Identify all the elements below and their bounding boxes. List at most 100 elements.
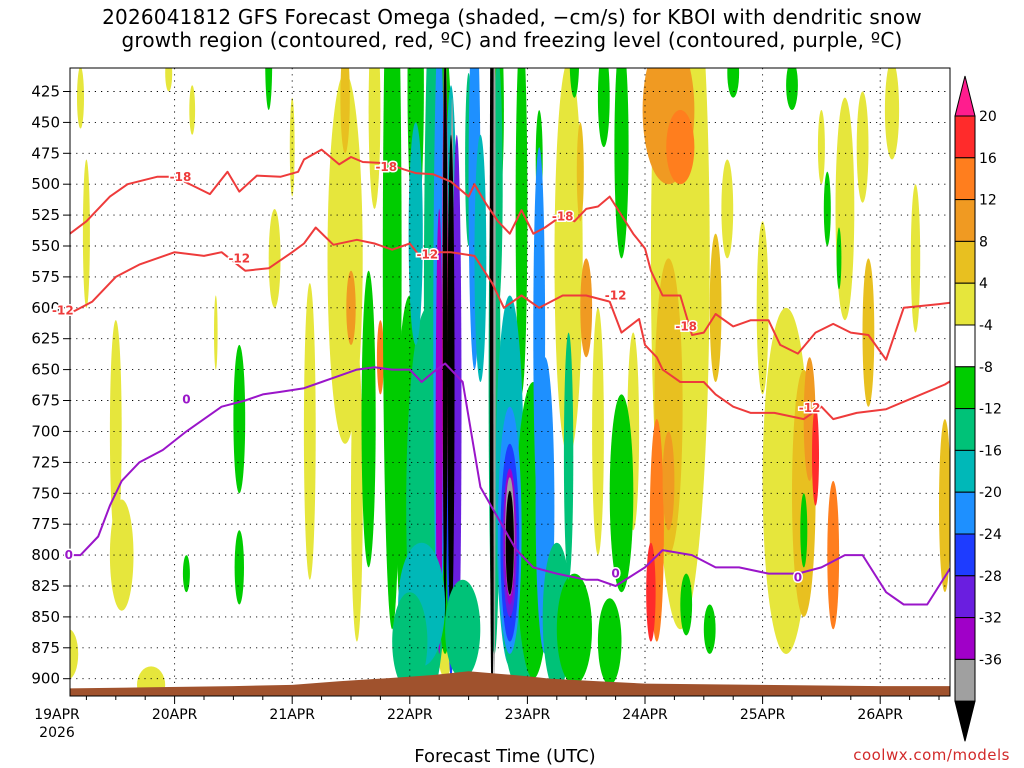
colorbar-label: -32 bbox=[979, 611, 1002, 627]
y-tick-label: 750 bbox=[31, 484, 60, 502]
colorbar-label: -8 bbox=[979, 360, 993, 376]
omega-cell bbox=[351, 345, 363, 642]
contours bbox=[70, 148, 950, 606]
colorbar-bin bbox=[954, 575, 976, 619]
omega-cell bbox=[303, 283, 316, 580]
y-tick-label: 875 bbox=[31, 639, 60, 657]
colorbar: 20 16 12 8 4 -4 -8 -12 -16 -20 -24 -28 -32 -36 bbox=[954, 75, 1002, 742]
x-tick-label: 20APR bbox=[152, 707, 198, 723]
colorbar-bin bbox=[954, 700, 976, 742]
red-contour-label: -18 bbox=[675, 319, 697, 333]
freezing_level_0C bbox=[70, 362, 950, 606]
omega-cell bbox=[597, 68, 610, 148]
omega-cell bbox=[666, 110, 695, 185]
omega-cell bbox=[910, 184, 921, 333]
y-tick-label: 625 bbox=[31, 330, 60, 348]
y-tick-label: 650 bbox=[31, 361, 60, 379]
colorbar-bin bbox=[954, 199, 976, 242]
colorbar-bin bbox=[954, 240, 976, 284]
omega-cell bbox=[189, 85, 196, 135]
omega-cell bbox=[515, 68, 528, 395]
colorbar-label: 4 bbox=[979, 276, 988, 292]
purple-contour-label: 0 bbox=[611, 567, 619, 581]
x-axis: 19APR 20APR 21APR 22APR 23APR 24APR 25APR 26APR… bbox=[34, 696, 940, 741]
omega-cell bbox=[680, 573, 693, 636]
omega-cell bbox=[234, 530, 244, 605]
purple-contour-label: 0 bbox=[65, 548, 73, 562]
omega-cell bbox=[662, 431, 675, 531]
omega-cell bbox=[265, 68, 273, 110]
red-contour-label: -12 bbox=[605, 289, 627, 303]
colorbar-bin bbox=[954, 491, 976, 535]
omega-cell bbox=[563, 332, 574, 580]
colorbar-bin bbox=[954, 408, 976, 451]
y-tick-label: 550 bbox=[31, 237, 60, 255]
colorbar-bin bbox=[954, 449, 976, 493]
y-tick-label: 725 bbox=[31, 453, 60, 471]
y-tick-label: 450 bbox=[31, 113, 60, 131]
colorbar-label: -36 bbox=[979, 652, 1002, 668]
omega-cell bbox=[109, 499, 134, 611]
omega-cell bbox=[862, 258, 875, 407]
red-contour-label: -12 bbox=[417, 248, 439, 262]
omega-cell bbox=[182, 555, 190, 593]
colorbar-bin bbox=[954, 366, 976, 410]
omega-cell bbox=[817, 110, 825, 185]
omega-cell bbox=[884, 68, 900, 160]
omega-cell bbox=[392, 592, 428, 691]
omega-cell bbox=[939, 419, 950, 593]
y-axis: 425 450 475 500 525 550 575 600 625 650 675 700 725 7… bbox=[31, 83, 70, 688]
colorbar-label: -20 bbox=[979, 485, 1002, 501]
omega-cell bbox=[214, 295, 218, 370]
omega-cell bbox=[800, 493, 808, 568]
omega-shading bbox=[70, 68, 950, 696]
colorbar-label: 16 bbox=[979, 151, 997, 167]
colorbar-label: 12 bbox=[979, 193, 997, 209]
contour-labels: -18 -18 -18 -18 -12 -12 -12 -12 -12 0 0 0 0 bbox=[51, 158, 822, 585]
x-tick-label: 22APR bbox=[387, 707, 433, 723]
omega-cell bbox=[137, 666, 166, 696]
omega-cell bbox=[856, 91, 869, 203]
x-axis-label: Forecast Time (UTC) bbox=[414, 746, 596, 767]
x-tick-label: 19APR bbox=[34, 707, 80, 723]
minus12_contour bbox=[70, 226, 950, 421]
x-tick-label: 25APR bbox=[740, 707, 786, 723]
colorbar-label: 20 bbox=[979, 109, 997, 125]
y-tick-label: 775 bbox=[31, 515, 60, 533]
omega-cell bbox=[614, 68, 629, 259]
colorbar-bin bbox=[954, 617, 976, 660]
omega-cell bbox=[580, 258, 593, 358]
omega-cell bbox=[823, 171, 831, 246]
red-contour-label: -18 bbox=[552, 209, 574, 223]
colorbar-bin bbox=[954, 282, 976, 326]
omega-cell bbox=[493, 68, 496, 679]
omega-cell bbox=[435, 208, 443, 654]
y-tick-label: 850 bbox=[31, 608, 60, 626]
omega-cell bbox=[721, 159, 734, 259]
omega-cell bbox=[703, 604, 716, 654]
omega-cell bbox=[70, 629, 79, 679]
omega-cell bbox=[727, 68, 740, 98]
y-tick-label: 575 bbox=[31, 268, 60, 286]
y-tick-label: 425 bbox=[31, 83, 60, 101]
omega-cell bbox=[340, 68, 350, 154]
x-tick-label: 26APR bbox=[857, 707, 903, 723]
omega-cell bbox=[268, 209, 281, 308]
omega-cell bbox=[327, 73, 363, 444]
omega-cell bbox=[447, 134, 455, 630]
colorbar-bin bbox=[954, 324, 976, 368]
omega-cell bbox=[576, 122, 584, 222]
colorbar-bin bbox=[954, 115, 976, 159]
colorbar-label: -12 bbox=[979, 402, 1002, 418]
omega-cell bbox=[505, 490, 514, 595]
omega-cell bbox=[569, 68, 580, 98]
omega-cell bbox=[489, 68, 495, 696]
omega-cell bbox=[361, 270, 376, 568]
credit-link[interactable]: coolwx.com/models bbox=[853, 746, 1010, 764]
omega-cell bbox=[452, 134, 462, 679]
omega-cell bbox=[812, 406, 819, 506]
y-tick-label: 600 bbox=[31, 299, 60, 317]
red-contour-label: -18 bbox=[170, 170, 192, 184]
colorbar-label: -28 bbox=[979, 569, 1002, 585]
